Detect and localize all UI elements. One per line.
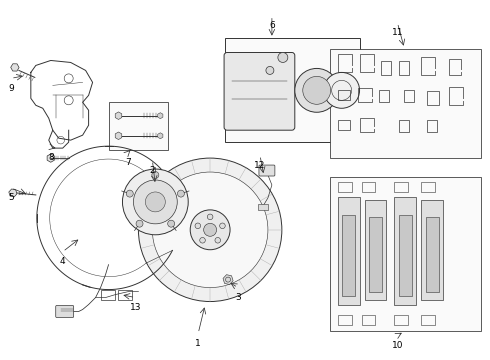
Bar [399,215,412,296]
Circle shape [195,223,200,229]
Text: 12: 12 [254,161,266,170]
Bar [394,197,416,305]
Circle shape [136,220,143,227]
Circle shape [168,220,174,227]
Bar [338,315,352,325]
Text: 5: 5 [8,193,14,202]
Bar [427,120,437,132]
Circle shape [138,158,282,302]
Circle shape [152,172,268,288]
Bar [358,88,371,102]
Circle shape [266,67,274,75]
Circle shape [204,223,217,236]
Circle shape [122,169,188,235]
Bar [338,54,352,72]
Bar [119,289,132,300]
Text: 1: 1 [196,339,201,348]
Text: 6: 6 [269,21,275,30]
Bar [399,120,409,132]
Text: 9: 9 [8,84,14,93]
Circle shape [177,190,184,197]
Bar [338,120,349,130]
Bar [379,90,390,102]
Bar [421,182,435,192]
Text: 4: 4 [60,257,66,266]
FancyBboxPatch shape [259,165,275,176]
Text: 13: 13 [130,303,141,312]
Circle shape [152,171,159,179]
Bar [360,118,373,132]
Bar [427,91,439,105]
Circle shape [146,192,165,212]
FancyBboxPatch shape [56,306,74,318]
Bar [360,54,373,72]
Bar [362,182,375,192]
Circle shape [207,214,213,220]
Circle shape [303,76,331,104]
Bar [330,177,481,332]
Bar [426,217,439,292]
Circle shape [200,238,205,243]
Circle shape [190,210,230,250]
Bar [394,315,408,325]
Circle shape [278,53,288,62]
Bar [338,197,360,305]
Bar [342,215,355,296]
Text: 3: 3 [235,293,241,302]
Bar [421,200,443,300]
Bar [338,182,352,192]
Text: 10: 10 [392,341,403,350]
Bar [449,87,463,105]
Circle shape [126,190,133,197]
Text: 8: 8 [48,153,53,162]
Bar [365,200,387,300]
Bar [362,315,375,325]
Circle shape [324,72,360,108]
Bar [404,90,415,102]
Bar [338,90,349,100]
Bar [399,62,409,75]
FancyBboxPatch shape [224,53,295,130]
Bar [382,62,392,75]
Text: 11: 11 [392,28,403,37]
Text: 7: 7 [125,158,131,167]
Text: 2: 2 [149,166,155,175]
Bar [449,59,461,75]
Circle shape [295,68,339,112]
Bar [421,58,435,75]
Circle shape [133,180,177,224]
Bar [394,182,408,192]
Bar [369,217,382,292]
Bar [258,204,268,210]
Circle shape [220,223,225,229]
Bar [108,102,168,150]
Bar [100,289,115,300]
Circle shape [215,238,221,243]
Bar [421,315,435,325]
Bar [330,49,481,158]
Bar [225,37,360,142]
